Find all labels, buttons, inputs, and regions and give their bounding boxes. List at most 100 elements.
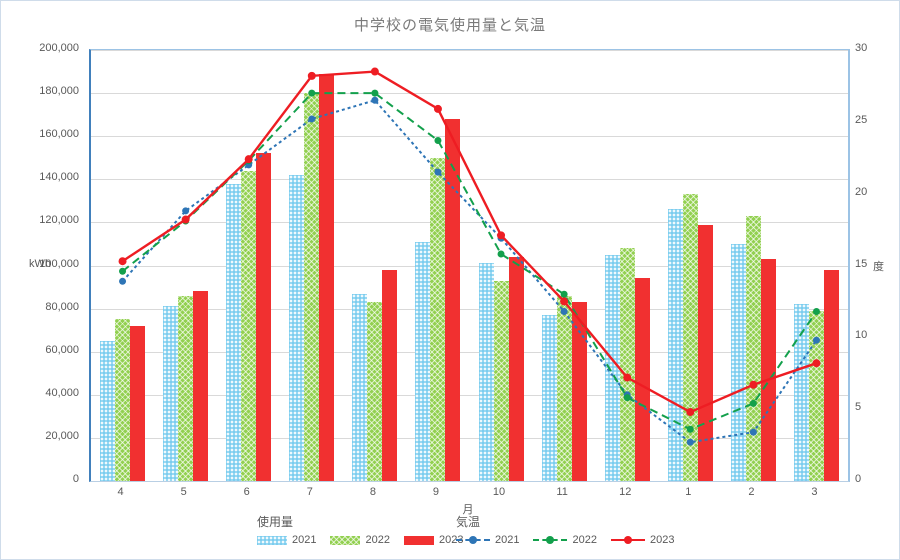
left-axis-tick: 180,000 <box>39 85 79 98</box>
gridline <box>91 50 848 51</box>
x-axis-tick: 11 <box>556 486 568 498</box>
bar-2022-month-3 <box>808 310 824 481</box>
bar-2021-month-3 <box>793 304 809 481</box>
legend-line-dot <box>469 535 477 544</box>
bar-2023-month-11 <box>571 302 587 481</box>
legend-line-dot <box>546 535 555 544</box>
left-axis-tick: 0 <box>72 473 79 485</box>
right-axis-tick: 10 <box>855 329 868 342</box>
x-axis-tick: 6 <box>243 486 250 498</box>
temperature-point-2023-month-9 <box>433 104 442 113</box>
legend-usage-title: 使用量 <box>257 515 294 529</box>
temperature-point-2023-month-7 <box>307 71 316 80</box>
left-axis-tick: 120,000 <box>39 214 79 227</box>
bar-2023-month-12 <box>634 278 650 481</box>
bar-2022-month-4 <box>115 319 131 481</box>
legend-item-usage-2022: 2022 <box>330 534 390 546</box>
left-axis-unit-label: kWh <box>29 258 51 270</box>
x-axis-tick: 9 <box>432 486 440 498</box>
right-axis-tick: 20 <box>855 185 868 198</box>
x-axis-tick: 1 <box>685 486 692 498</box>
right-axis-tick: 0 <box>855 473 862 485</box>
bar-2021-month-10 <box>478 263 494 481</box>
x-axis-tick: 2 <box>748 486 755 498</box>
x-axis-tick: 12 <box>619 486 632 498</box>
legend-line-marker-2022 <box>533 535 568 545</box>
temperature-point-2022-month-6 <box>245 157 253 165</box>
legend-label: 2021 <box>495 534 520 546</box>
temperature-point-2021-month-4 <box>119 277 127 285</box>
legend-line-marker-2021 <box>456 535 490 545</box>
temperature-point-2023-month-6 <box>244 155 253 164</box>
bar-2022-month-8 <box>367 302 383 481</box>
x-axis-tick: 3 <box>811 486 818 498</box>
gridline <box>91 136 848 138</box>
x-axis-tick: 8 <box>369 486 376 498</box>
left-axis-tick: 40,000 <box>45 386 79 399</box>
bar-2022-month-6 <box>241 170 257 481</box>
temperature-point-2023-month-4 <box>118 257 127 266</box>
bar-2023-month-5 <box>193 291 209 481</box>
left-axis-tick: 20,000 <box>45 429 79 442</box>
bar-2023-month-7 <box>319 73 335 481</box>
legend-line-dot <box>623 535 632 544</box>
left-axis-tick: 200,000 <box>39 42 79 54</box>
legend-label: 2022 <box>365 534 390 546</box>
bar-2023-month-8 <box>382 269 398 481</box>
right-axis-tick: 5 <box>855 401 862 414</box>
bar-2022-month-11 <box>556 295 572 481</box>
legend-swatch-2023 <box>403 535 434 545</box>
chart-title: 中学校の電気使用量と気温 <box>353 17 546 34</box>
legend-item-temperature-2021: 2021 <box>456 534 519 546</box>
right-axis-tick: 30 <box>855 42 868 54</box>
bar-2023-month-4 <box>130 325 146 481</box>
bar-2023-month-3 <box>823 269 839 481</box>
bar-2021-month-12 <box>604 254 620 481</box>
temperature-point-2021-month-6 <box>245 161 253 169</box>
legend-item-usage-2021: 2021 <box>257 534 316 546</box>
legend-label: 2023 <box>649 534 675 546</box>
bar-2021-month-2 <box>730 243 746 481</box>
temperature-point-2022-month-10 <box>497 250 505 258</box>
legend-usage-row: 2021 2022 2023 <box>257 534 463 546</box>
right-axis-tick: 25 <box>855 113 868 126</box>
right-axis-unit-label: 度 <box>873 261 884 273</box>
bar-2021-month-1 <box>667 209 683 481</box>
bar-2022-month-12 <box>619 248 635 481</box>
legend-temperature-title: 気温 <box>456 515 481 529</box>
bar-2023-month-9 <box>445 118 461 481</box>
temperature-point-2023-month-10 <box>497 231 506 240</box>
left-axis-tick: 60,000 <box>45 343 79 356</box>
temperature-point-2022-month-5 <box>182 217 190 225</box>
temperature-point-2022-month-4 <box>119 267 127 275</box>
bar-2022-month-5 <box>178 295 194 481</box>
left-axis-tick: 160,000 <box>39 128 79 141</box>
gridline <box>91 179 848 181</box>
legend-item-temperature-2022: 2022 <box>533 534 597 546</box>
bar-2021-month-7 <box>289 175 305 481</box>
legend-usage-group: 使用量 2021 2022 2023 <box>257 515 463 546</box>
x-axis-tick: 7 <box>306 486 313 498</box>
gridline <box>91 93 848 95</box>
temperature-point-2021-month-5 <box>182 207 190 215</box>
bar-2022-month-9 <box>430 157 446 481</box>
legend-item-temperature-2023: 2023 <box>610 534 675 546</box>
legend-temperature-row: 2021 2022 2023 <box>456 534 674 546</box>
temperature-point-2021-month-8 <box>371 96 379 104</box>
legend-swatch-2022 <box>330 535 361 545</box>
legend-label: 2021 <box>292 534 317 546</box>
bar-2021-month-6 <box>226 183 242 481</box>
bar-2022-month-10 <box>493 280 509 481</box>
temperature-point-2022-month-9 <box>434 137 442 145</box>
legend-label: 2023 <box>438 534 464 546</box>
bar-2022-month-7 <box>304 93 320 481</box>
left-axis-tick: 100,000 <box>39 257 79 270</box>
bar-2023-month-1 <box>697 224 713 481</box>
bar-2023-month-10 <box>508 256 524 481</box>
legend-swatch-2021 <box>257 535 287 545</box>
legend-line-marker-2023 <box>610 535 645 545</box>
x-axis-tick: 4 <box>117 486 124 498</box>
bar-2021-month-4 <box>100 340 116 481</box>
left-axis-tick: 140,000 <box>39 171 79 184</box>
bar-2021-month-9 <box>415 241 431 481</box>
